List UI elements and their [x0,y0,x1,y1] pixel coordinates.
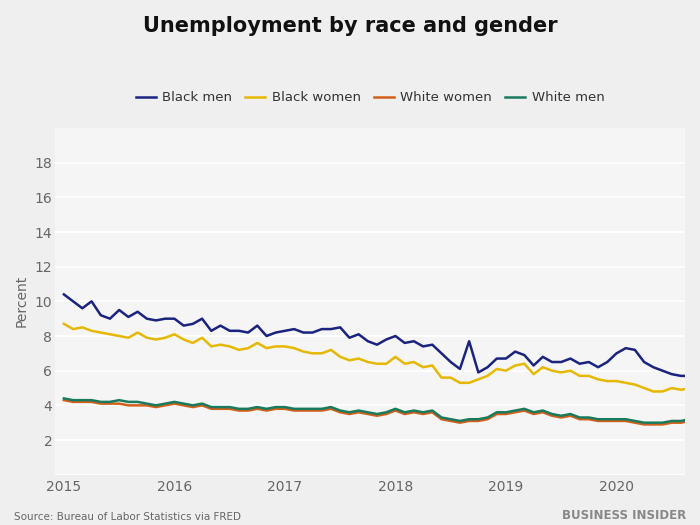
Text: Source: Bureau of Labor Statistics via FRED: Source: Bureau of Labor Statistics via F… [14,512,241,522]
Black women [309,350,317,356]
Text: BUSINESS INSIDER: BUSINESS INSIDER [561,509,686,522]
Legend: Black men, Black women, White women, White men: Black men, Black women, White women, Whi… [130,86,610,110]
White men [60,395,68,402]
White men [631,418,639,424]
Black women [170,331,178,338]
White women [60,397,68,403]
Line: Black women: Black women [64,180,700,397]
Black men [309,329,317,335]
White women [631,419,639,426]
Black women [631,381,639,387]
Line: White women: White women [64,215,700,426]
White women [309,407,317,414]
Black men [631,346,639,353]
White women [170,401,178,407]
Black men [170,316,178,322]
Line: White men: White men [64,260,700,426]
Line: Black men: Black men [64,183,700,384]
Y-axis label: Percent: Percent [15,275,29,328]
Text: Unemployment by race and gender: Unemployment by race and gender [143,16,557,36]
White men [309,406,317,412]
Black men [60,291,68,298]
Black women [60,321,68,327]
White men [170,399,178,405]
